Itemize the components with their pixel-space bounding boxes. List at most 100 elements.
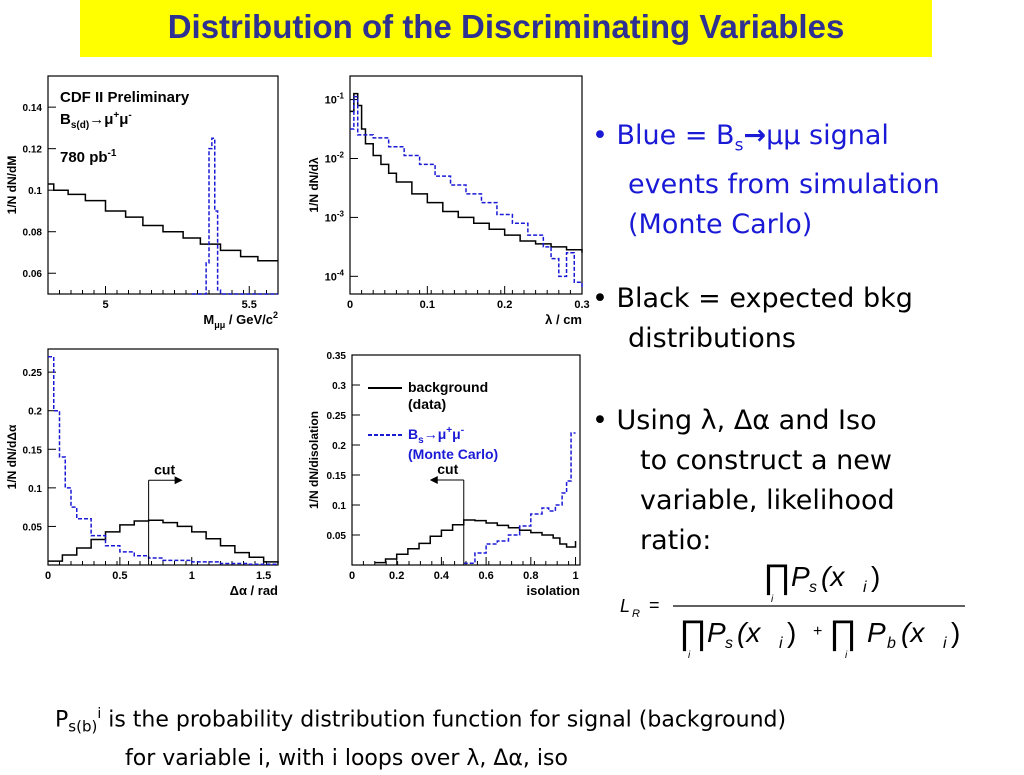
denominator-xi2: i (943, 635, 947, 652)
legend-sig-label: Bs→μ+μ- (408, 425, 464, 446)
y-tick-label: 0.15 (23, 445, 43, 456)
title-banner: Distribution of the Discriminating Varia… (80, 0, 932, 57)
y-tick-label: 0.06 (23, 269, 43, 280)
annotation-decay: Bs(d)→μ+μ- (60, 110, 132, 131)
x-tick-label: 0 (347, 299, 353, 311)
legend-sig-label2: (Monte Carlo) (408, 446, 498, 462)
x-tick-label: 0.4 (434, 570, 450, 582)
y-tick-label: 0.2 (332, 441, 346, 452)
background-series (374, 519, 577, 564)
x-tick-label: 1 (572, 570, 578, 582)
denominator-b: b (887, 635, 896, 652)
y-tick-label: 0.14 (23, 103, 43, 114)
bullet-signal: • Blue = Bs→μμ signal events from simula… (592, 120, 940, 241)
signal-series (191, 137, 278, 295)
x-tick-label: 0 (349, 570, 355, 582)
x-tick-label: 0.6 (478, 570, 493, 582)
signal-series (463, 432, 576, 564)
background-series (48, 183, 278, 262)
y-tick-label: 0.35 (327, 351, 347, 362)
plot-frame (47, 348, 279, 566)
dalpha-chart: 0 0.5 1 1.5 0.05 0.1 0.15 0.2 0.25 1/N dN/dΔα Δα /… (5, 348, 279, 598)
y-tick-label: 0.25 (327, 411, 347, 422)
numerator-prod: ∏ (763, 558, 791, 596)
denominator-Ps: P (707, 617, 726, 648)
lambda-chart: 0 0.1 0.2 0.3 10-4 10-3 10-2 10-1 1/N dN/dλ λ / c… (307, 75, 590, 327)
formula-lhs: L (620, 596, 630, 616)
cut-arrow-head (429, 476, 438, 484)
y-tick-label: 10-3 (325, 209, 345, 224)
x-tick-label: 1 (189, 570, 195, 582)
x-tick-label: 0.2 (497, 299, 512, 311)
plot-frame (47, 75, 279, 295)
y-axis-label: 1/N dN/dM (5, 156, 19, 215)
slide-title: Distribution of the Discriminating Varia… (167, 8, 845, 45)
y-axis-label: 1/N dN/disolation (307, 411, 321, 509)
numerator-close: ) (871, 561, 880, 592)
x-axis-label: Δα / rad (230, 583, 278, 598)
denominator-close1: ) (787, 617, 796, 648)
x-tick-label: 0.5 (112, 570, 127, 582)
formula-eq: = (649, 595, 660, 615)
y-tick-label: 10-4 (325, 268, 345, 283)
formula-lhs-sub: R (632, 608, 640, 620)
denominator-idx2: i (845, 650, 848, 661)
y-axis-label: 1/N dN/dΔα (5, 424, 19, 489)
footer-note: Ps(b)i is the probability distribution f… (55, 706, 787, 771)
denominator-x1: (x (737, 617, 761, 648)
likelihood-formula: L R = ∏ i P s (x i ) ∏ i P s (x i ) + ∏ … (620, 558, 965, 661)
y-tick-label: 10-1 (325, 92, 345, 107)
numerator-x: (x (821, 561, 845, 592)
cut-label: cut (437, 461, 458, 477)
denominator-prod1: ∏ (679, 614, 707, 652)
y-tick-label: 0.3 (332, 381, 346, 392)
x-tick-label: 0.8 (523, 570, 538, 582)
y-tick-label: 0.25 (23, 368, 43, 379)
x-tick-label: 5 (102, 299, 108, 311)
numerator-idx: i (771, 594, 774, 605)
y-tick-label: 0.1 (332, 501, 346, 512)
numerator-xi: i (863, 579, 867, 596)
bullet-background: • Black = expected bkg distributions (592, 283, 913, 354)
legend-bkg-label: background (408, 379, 488, 395)
annotation-lumi: 780 pb-1 (60, 148, 117, 166)
denominator-plus: + (813, 623, 822, 640)
mass-chart: 5 5.5 0.06 0.08 0.1 0.12 0.14 1/N dN/dM Mμμ / Ge… (5, 75, 279, 330)
denominator-prod2: ∏ (829, 614, 857, 652)
y-tick-label: 0.05 (23, 522, 43, 533)
numerator-P: P (791, 561, 810, 592)
signal-series (48, 355, 278, 565)
background-series (350, 92, 583, 253)
y-tick-label: 0.05 (327, 531, 347, 542)
x-axis-label: isolation (527, 583, 581, 598)
x-tick-label: 0 (45, 570, 51, 582)
denominator-x2: (x (901, 617, 925, 648)
legend-bkg-label2: (data) (408, 396, 446, 412)
isolation-chart: 0 0.2 0.4 0.6 0.8 1 0.05 0.1 0.15 0.2 0.25 0.3 0.35 1… (307, 351, 581, 598)
x-axis-label: λ / cm (545, 312, 582, 327)
x-tick-label: 1.5 (256, 570, 271, 582)
cut-label: cut (154, 461, 175, 477)
numerator-s: s (809, 579, 817, 596)
denominator-close2: ) (951, 617, 960, 648)
y-axis-label: 1/N dN/dλ (307, 157, 321, 213)
y-tick-label: 0.1 (28, 484, 42, 495)
x-tick-label: 0.3 (574, 299, 589, 311)
y-tick-label: 0.1 (28, 186, 42, 197)
denominator-s: s (725, 635, 733, 652)
signal-series (350, 95, 583, 289)
annotation-preliminary: CDF II Preliminary (60, 89, 190, 106)
denominator-idx1: i (688, 650, 691, 661)
bullet-likelihood: • Using λ, Δα and Iso to construct a new… (592, 405, 895, 556)
y-tick-label: 10-2 (325, 150, 345, 165)
y-tick-label: 0.15 (327, 471, 347, 482)
y-tick-label: 0.08 (23, 228, 43, 239)
denominator-xi1: i (779, 635, 783, 652)
x-tick-label: 5.5 (242, 299, 257, 311)
background-series (48, 519, 279, 564)
x-tick-label: 0.1 (420, 299, 435, 311)
y-tick-label: 0.2 (28, 407, 42, 418)
x-tick-label: 0.2 (389, 570, 404, 582)
y-tick-label: 0.12 (23, 145, 43, 156)
denominator-Pb: P (867, 617, 886, 648)
